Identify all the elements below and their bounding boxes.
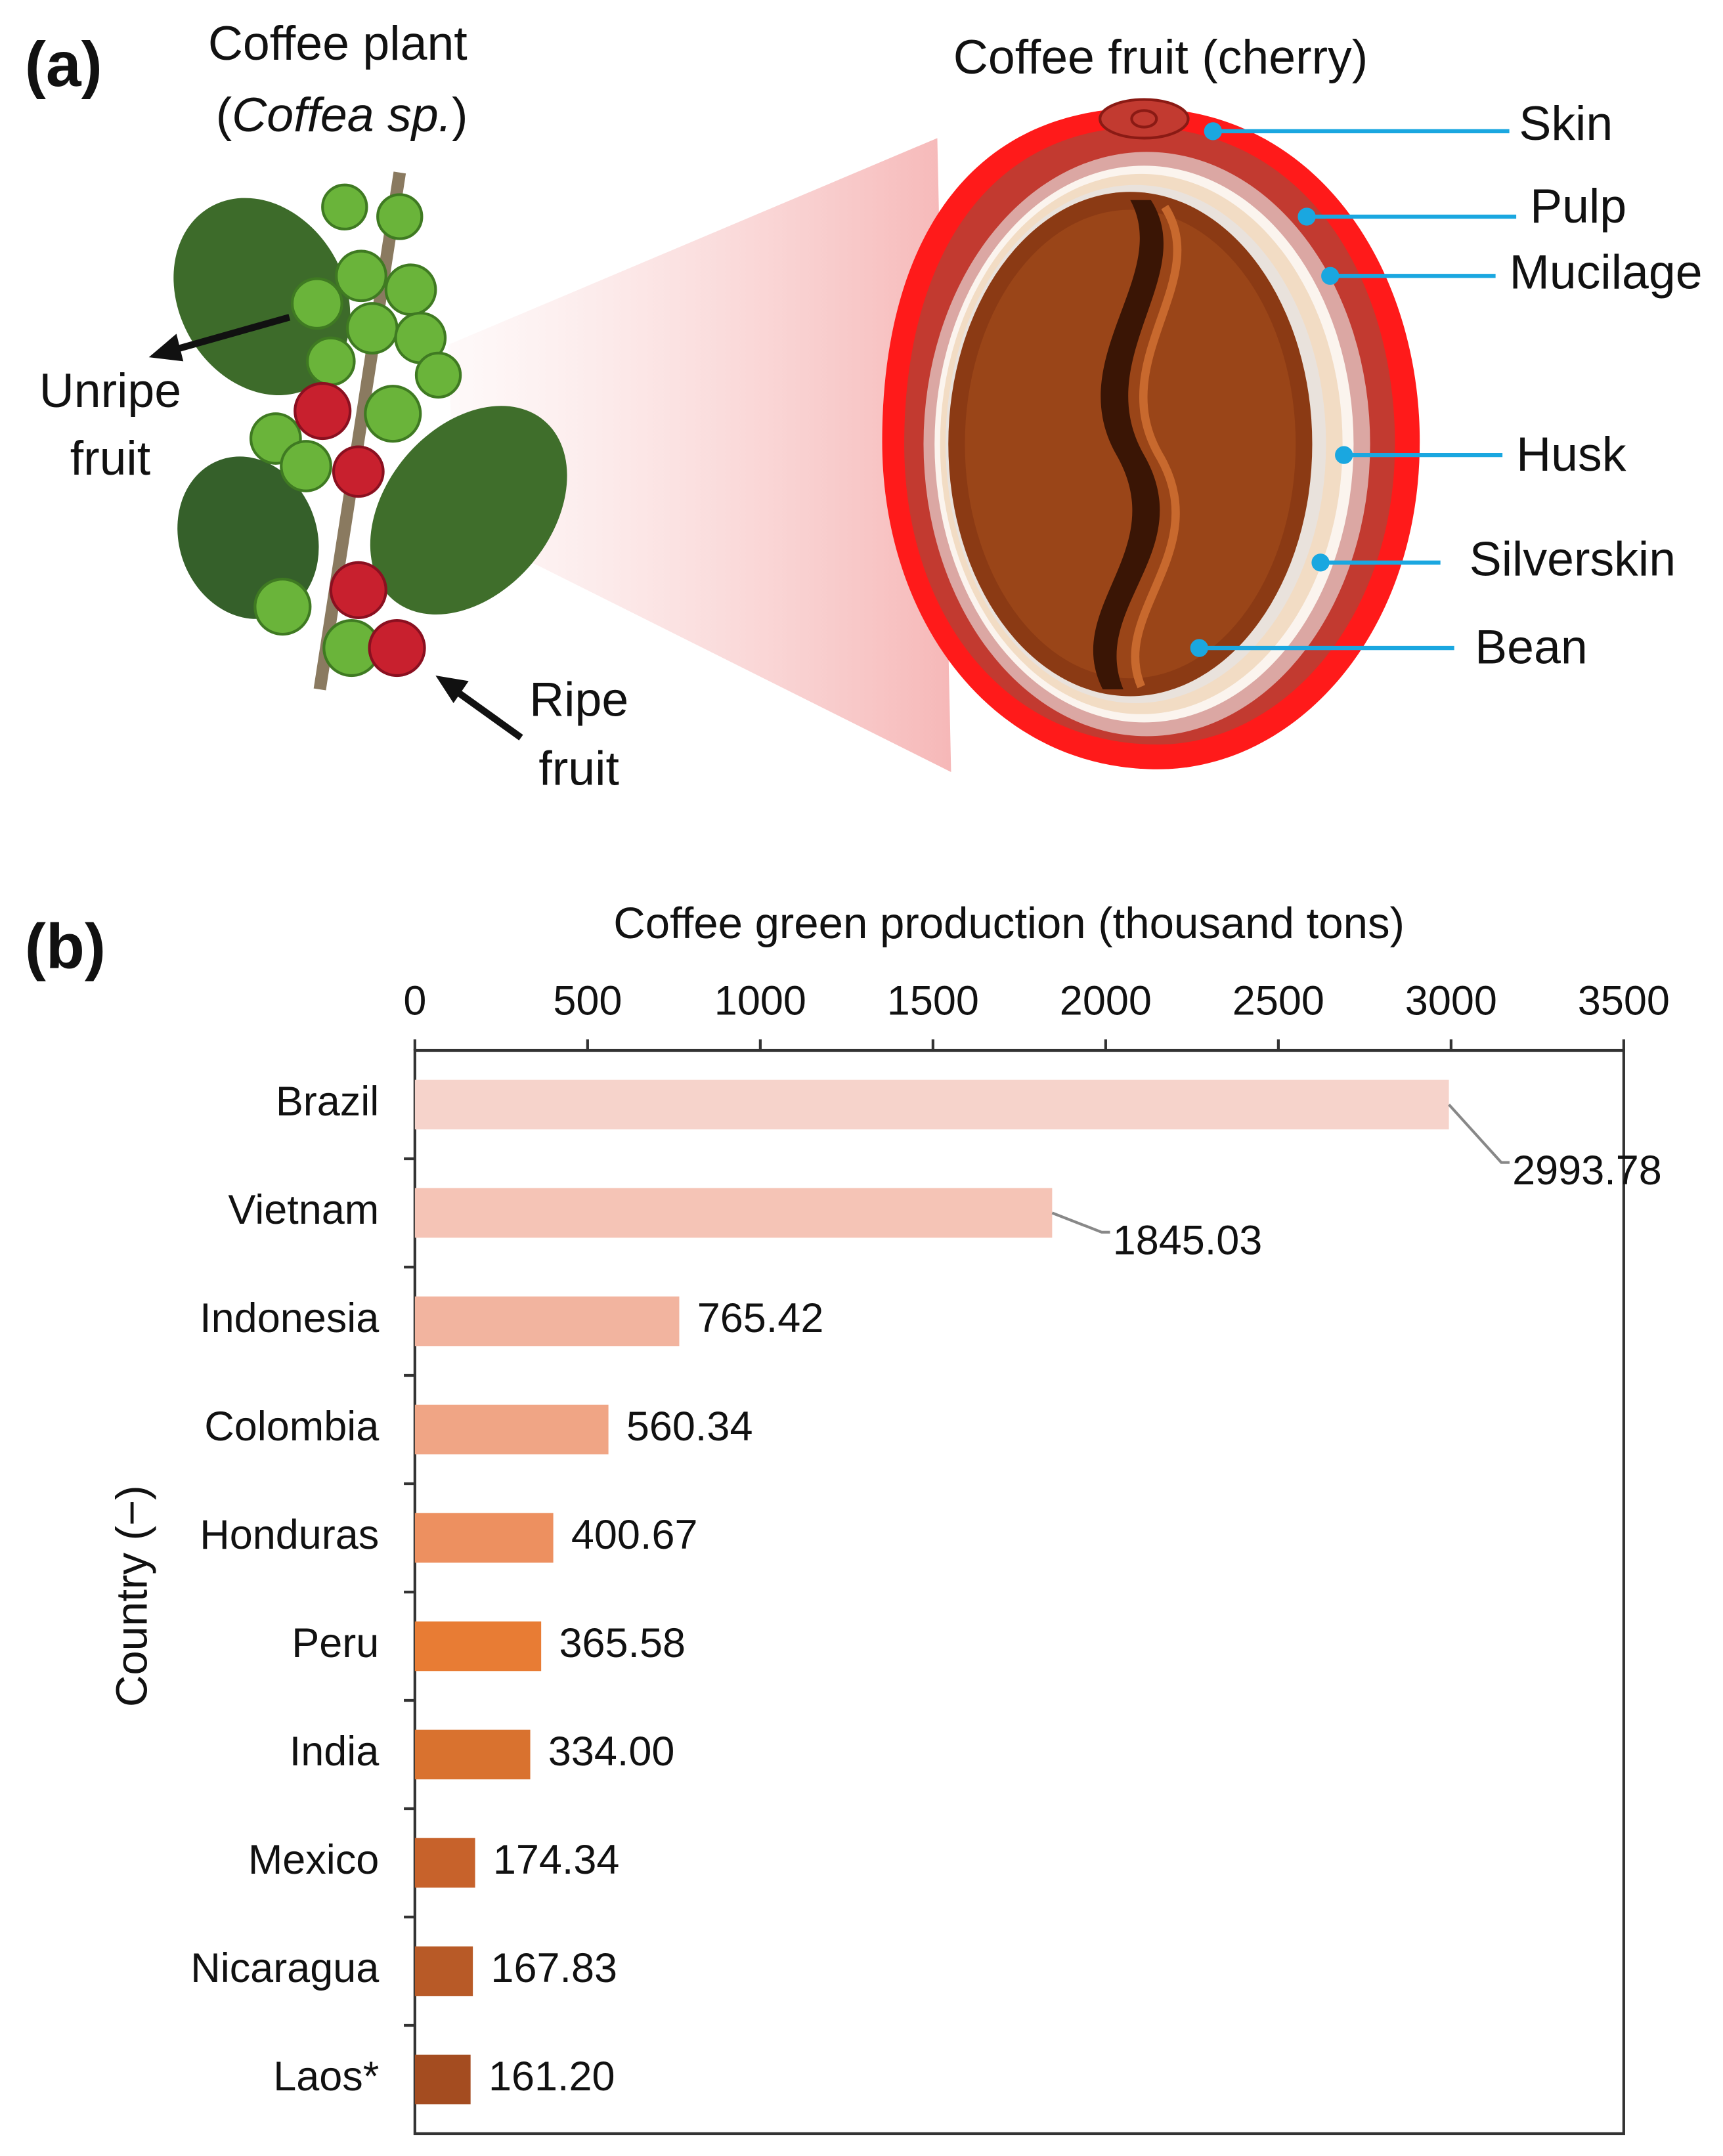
bar bbox=[414, 1838, 475, 1888]
bar bbox=[414, 1188, 1053, 1238]
plant bbox=[173, 171, 567, 691]
part-label: Pulp bbox=[1530, 179, 1626, 233]
x-axis-title: Coffee green production (thousand tons) bbox=[613, 899, 1405, 948]
bar bbox=[414, 1729, 531, 1780]
data-label: 560.34 bbox=[626, 1404, 753, 1450]
cherry bbox=[882, 98, 1420, 769]
part-label: Bean bbox=[1475, 620, 1588, 674]
y-tick-label: Brazil bbox=[276, 1079, 379, 1125]
x-tick-label: 2500 bbox=[1232, 978, 1324, 1024]
plot-area: 0 500 1000 1500 2000 2500 3000 3500 Brazil 2993.7… bbox=[190, 978, 1670, 2136]
x-tick-label: 3000 bbox=[1405, 978, 1497, 1024]
bar bbox=[414, 1621, 542, 1671]
leader-line bbox=[1051, 1211, 1110, 1234]
part-label: Mucilage bbox=[1510, 245, 1703, 299]
bar bbox=[414, 1296, 680, 1347]
bar bbox=[414, 1946, 473, 1996]
y-tick-label: Nicaragua bbox=[190, 1945, 380, 1991]
y-tick-label: Laos* bbox=[273, 2054, 379, 2100]
y-tick-label: Honduras bbox=[200, 1512, 379, 1558]
x-tick-label: 3500 bbox=[1578, 978, 1670, 1024]
x-tick-label: 500 bbox=[553, 978, 622, 1024]
zoom-cone bbox=[448, 138, 951, 772]
data-label: 765.42 bbox=[697, 1295, 824, 1341]
leader-line bbox=[1448, 1104, 1510, 1164]
y-tick-label: Vietnam bbox=[228, 1187, 379, 1233]
data-label: 334.00 bbox=[548, 1729, 675, 1775]
ripe-label: fruit bbox=[538, 741, 619, 795]
bar bbox=[414, 1404, 609, 1455]
data-label: 400.67 bbox=[571, 1512, 698, 1558]
data-label: 1845.03 bbox=[1113, 1217, 1263, 1263]
unripe-label: Unripe bbox=[39, 363, 181, 418]
bar bbox=[414, 2054, 471, 2105]
fruit-title: Coffee fruit (cherry) bbox=[953, 30, 1368, 84]
panel-label: (b) bbox=[25, 911, 106, 981]
data-label: 174.34 bbox=[493, 1837, 620, 1883]
y-axis-title: Country (−) bbox=[107, 1485, 156, 1707]
part-label: Husk bbox=[1516, 427, 1626, 481]
bar bbox=[414, 1079, 1449, 1130]
data-label: 167.83 bbox=[491, 1945, 617, 1991]
plant-species: (Coffea sp.) bbox=[216, 87, 468, 142]
y-tick-label: Mexico bbox=[248, 1837, 379, 1883]
x-tick-label: 2000 bbox=[1060, 978, 1152, 1024]
part-label: Skin bbox=[1519, 96, 1613, 150]
data-label: 161.20 bbox=[489, 2054, 615, 2100]
x-tick-label: 0 bbox=[403, 978, 426, 1024]
x-tick-label: 1000 bbox=[714, 978, 806, 1024]
y-tick-label: Colombia bbox=[204, 1404, 380, 1450]
y-tick-label: Peru bbox=[292, 1620, 379, 1666]
y-tick-label: Indonesia bbox=[200, 1295, 380, 1341]
panel-label: (a) bbox=[25, 30, 102, 100]
ripe-label: Ripe bbox=[529, 672, 628, 726]
callouts bbox=[1190, 122, 1517, 657]
data-label: 2993.78 bbox=[1512, 1148, 1662, 1194]
part-label: Silverskin bbox=[1470, 531, 1676, 586]
plant-title: Coffee plant bbox=[208, 16, 468, 70]
y-tick-label: India bbox=[290, 1729, 380, 1775]
x-tick-label: 1500 bbox=[887, 978, 979, 1024]
arrows bbox=[148, 314, 523, 741]
unripe-label: fruit bbox=[70, 431, 150, 485]
bar bbox=[414, 1513, 554, 1563]
data-label: 365.58 bbox=[559, 1620, 686, 1666]
